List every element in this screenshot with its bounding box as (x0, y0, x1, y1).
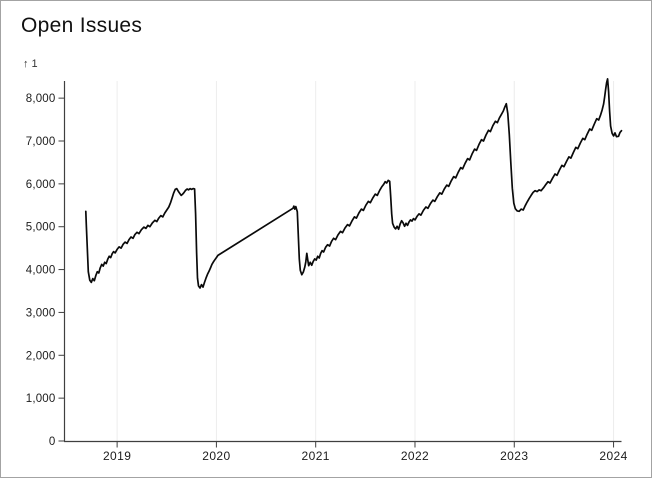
y-tick-label: 0 (49, 436, 56, 448)
x-tick-label: 2022 (401, 449, 429, 463)
x-tick-label: 2023 (500, 449, 528, 463)
y-tick-label: 3,000 (26, 307, 56, 319)
y-tick-label: 6,000 (26, 179, 56, 191)
y-tick-label: 5,000 (26, 222, 56, 234)
y-tick-label: 2,000 (26, 350, 56, 362)
y-tick-label: 1,000 (26, 393, 56, 405)
x-tick-label: 2020 (202, 449, 230, 463)
x-tick-label: 2019 (103, 449, 131, 463)
y-axis-label: ↑ 1 (23, 58, 38, 70)
x-tick-label: 2021 (302, 449, 330, 463)
y-tick-label: 8,000 (26, 93, 56, 105)
x-tick-label: 2024 (599, 449, 627, 463)
chart-title: Open Issues (21, 14, 143, 37)
series-line-open-issues (84, 78, 623, 289)
y-tick-label: 7,000 (26, 136, 56, 148)
y-tick-label: 4,000 (26, 265, 56, 277)
